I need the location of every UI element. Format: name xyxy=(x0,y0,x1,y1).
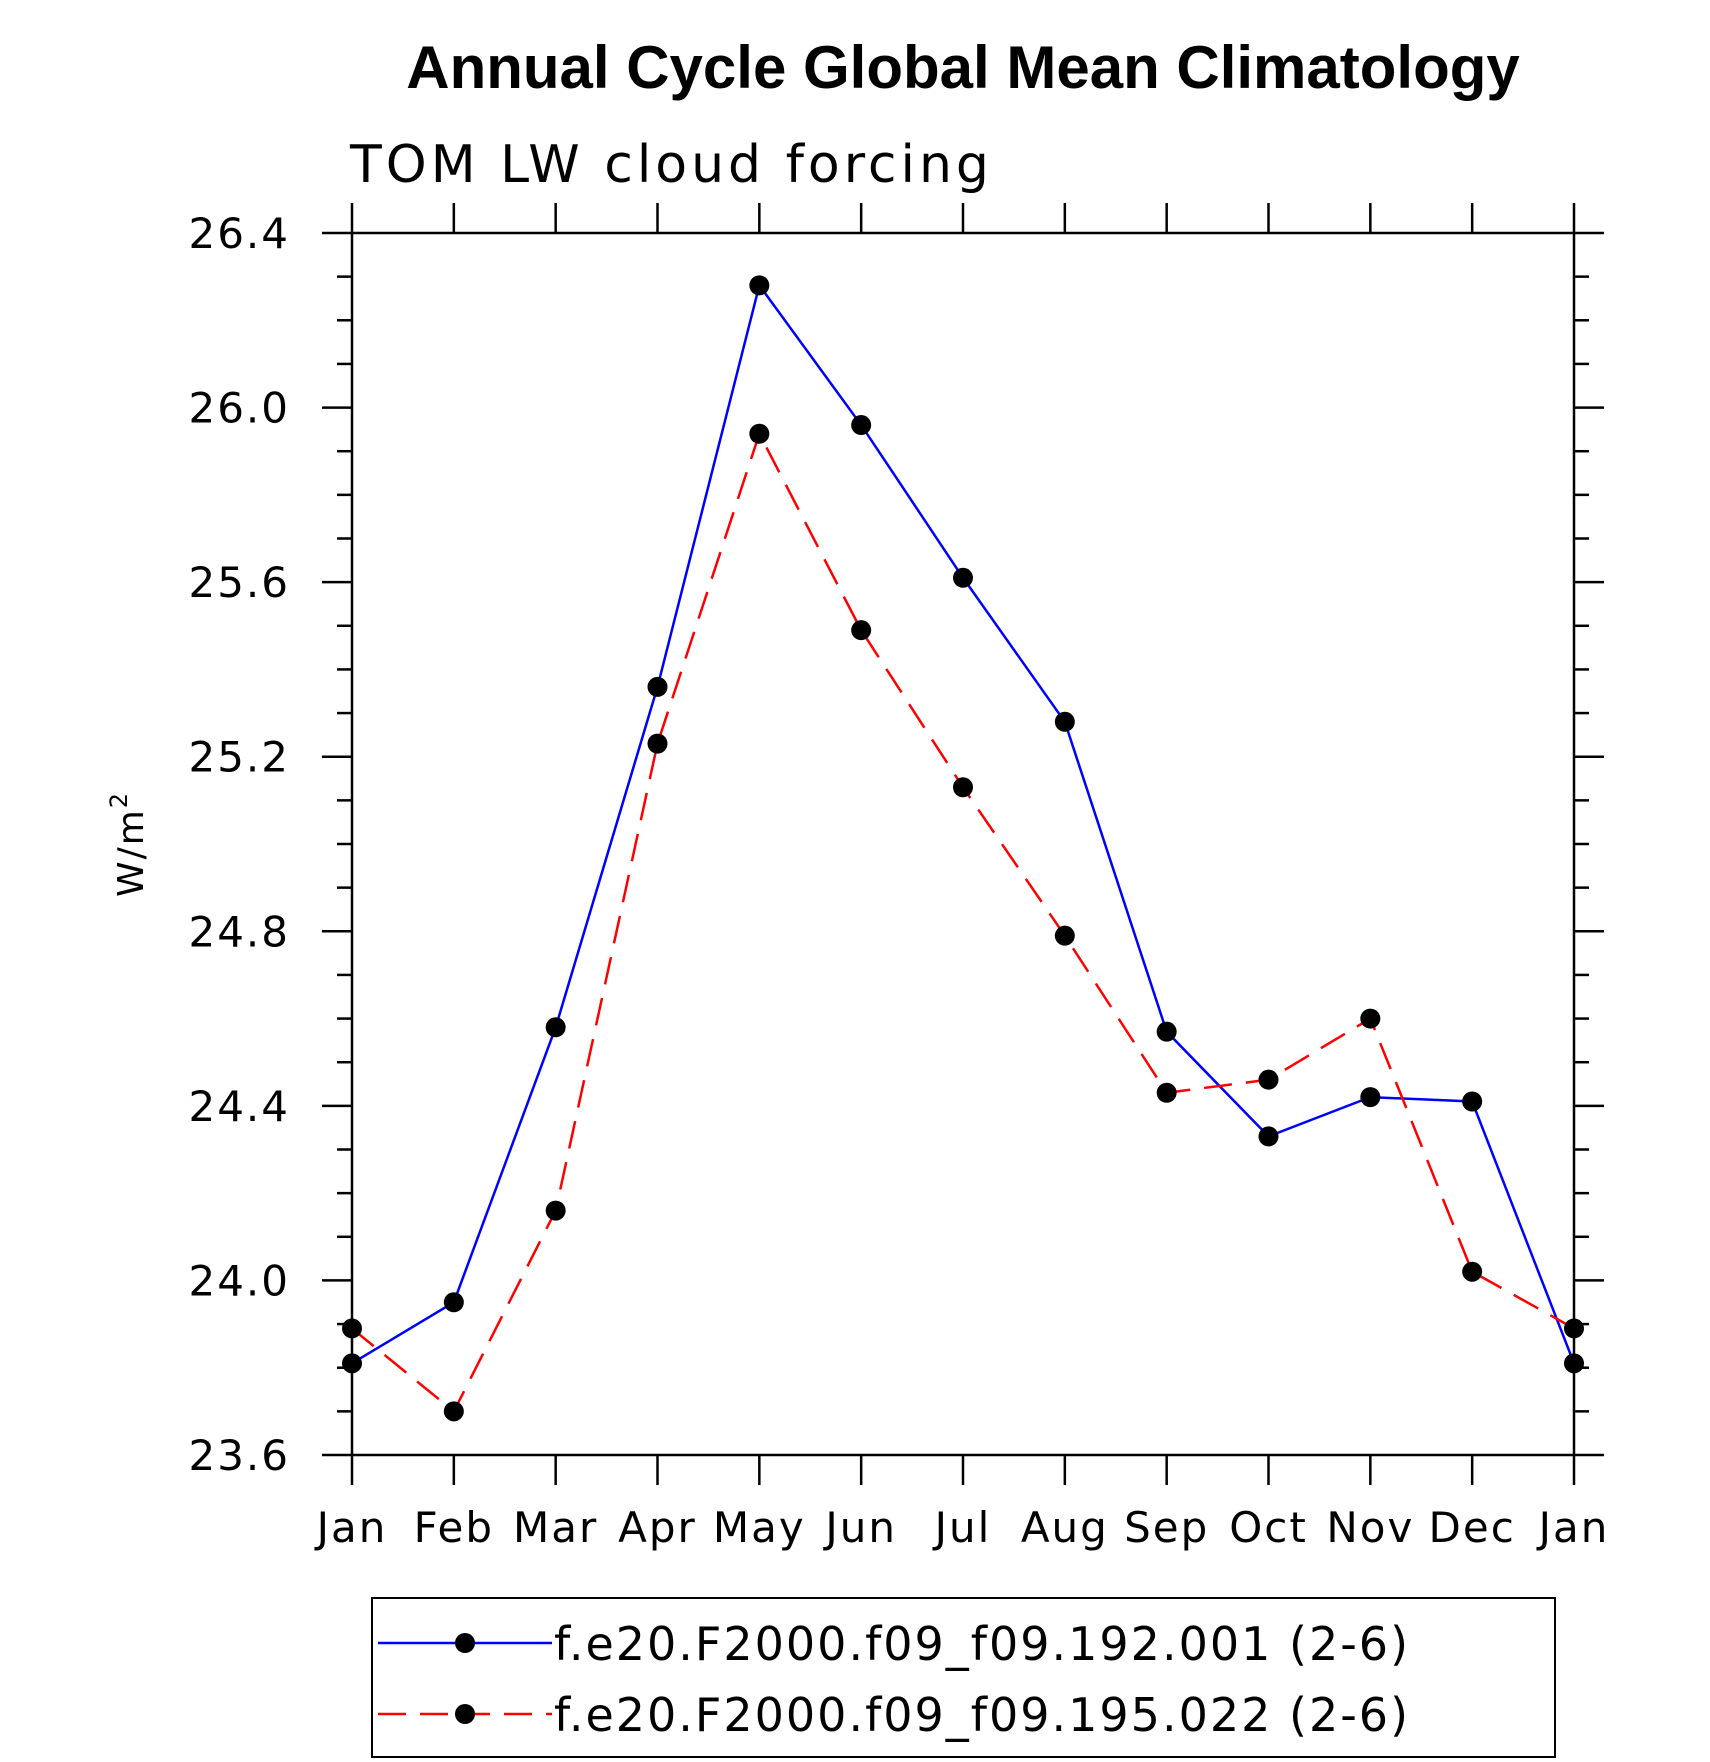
series-1-point xyxy=(1564,1353,1584,1374)
x-tick-label: Dec xyxy=(1429,1503,1516,1552)
series-2-point xyxy=(647,733,668,754)
legend-marker-series-2 xyxy=(455,1704,475,1724)
series-1-point xyxy=(1054,711,1075,732)
y-axis-label-superscript: 2 xyxy=(105,791,133,808)
plot-frame xyxy=(350,231,1576,1457)
x-tick-label: Mar xyxy=(513,1503,598,1552)
x-tick-label: May xyxy=(713,1503,806,1552)
series-1-point xyxy=(953,567,973,588)
y-tick-label: 24.0 xyxy=(188,1256,290,1305)
series-1-point xyxy=(851,415,872,436)
legend-label-series-2: f.e20.F2000.f09_f09.195.022 (2-6) xyxy=(554,1688,1410,1742)
y-tick-label: 25.6 xyxy=(188,558,290,607)
legend-box xyxy=(371,1597,1556,1758)
x-tick-label: Nov xyxy=(1326,1503,1414,1552)
x-tick-label: Feb xyxy=(414,1503,494,1552)
legend: f.e20.F2000.f09_f09.192.001 (2-6) f.e20.… xyxy=(371,1597,1556,1758)
x-tick-label: Oct xyxy=(1229,1503,1308,1552)
series-2-point xyxy=(1258,1069,1279,1090)
y-tick-label: 24.8 xyxy=(188,907,290,956)
series-2-point xyxy=(1564,1318,1584,1339)
series-2-point xyxy=(1156,1082,1177,1103)
x-tick-label: Jan xyxy=(1536,1503,1610,1552)
series-2-point xyxy=(545,1200,566,1221)
x-tick-label: Jan xyxy=(314,1503,388,1552)
series-2-point xyxy=(1462,1261,1483,1282)
axis-ticks xyxy=(322,203,1604,1485)
chart-title: Annual Cycle Global Mean Climatology xyxy=(406,34,1520,101)
series-2-point xyxy=(953,777,973,798)
y-axis-label-unit: W/m xyxy=(111,808,152,897)
x-tick-labels: Jan Feb Mar Apr May Jun Jul Aug Sep Oct Nov Dec Jan xyxy=(314,1503,1610,1552)
x-tick-label: Jun xyxy=(822,1503,897,1552)
series-1-point xyxy=(342,1353,362,1374)
series-1-point xyxy=(647,676,668,697)
y-tick-labels: 23.6 24.0 24.4 24.8 25.2 25.6 26.0 26.4 xyxy=(188,209,290,1480)
series-1-point xyxy=(749,275,770,296)
series-2-point xyxy=(443,1401,464,1422)
series-1-point xyxy=(1360,1087,1381,1108)
chart-subtitle: TOM LW cloud forcing xyxy=(349,135,993,195)
series-layer xyxy=(342,275,1584,1422)
legend-label-series-1: f.e20.F2000.f09_f09.192.001 (2-6) xyxy=(554,1617,1410,1671)
legend-marker-series-1 xyxy=(455,1633,475,1653)
series-2-point xyxy=(1054,925,1075,946)
y-tick-label: 26.0 xyxy=(188,384,290,433)
x-tick-label: Aug xyxy=(1021,1503,1109,1552)
x-tick-label: Apr xyxy=(618,1503,697,1552)
y-axis-label: W/m2 xyxy=(105,791,152,897)
x-tick-label: Sep xyxy=(1124,1503,1209,1552)
y-tick-label: 25.2 xyxy=(188,733,290,782)
x-tick-label: Jul xyxy=(932,1503,992,1552)
series-1-point xyxy=(545,1017,566,1038)
series-2-point xyxy=(1360,1008,1381,1029)
series-2-point xyxy=(851,620,872,641)
series-line-1 xyxy=(351,282,1576,1365)
y-tick-label: 24.4 xyxy=(188,1082,290,1131)
series-1-point xyxy=(1462,1091,1483,1112)
y-tick-label: 26.4 xyxy=(188,209,290,258)
series-2-point xyxy=(342,1318,362,1339)
series-1-point xyxy=(443,1292,464,1313)
series-1-point xyxy=(1258,1126,1279,1147)
y-tick-label: 23.6 xyxy=(188,1431,290,1480)
series-2-point xyxy=(749,423,770,444)
series-1-point xyxy=(1156,1021,1177,1042)
